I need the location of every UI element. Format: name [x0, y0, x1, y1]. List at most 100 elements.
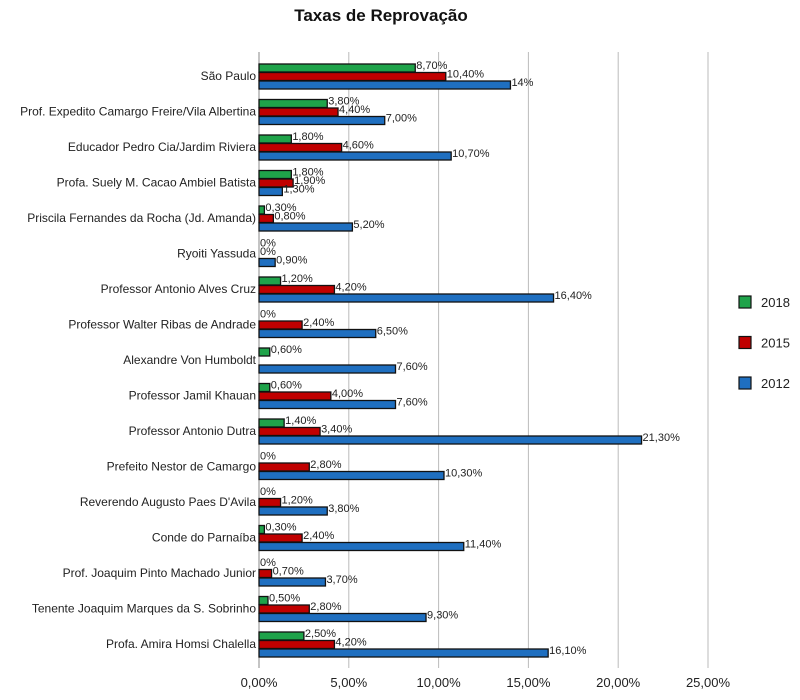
- bar-2018: [258, 63, 416, 73]
- bar-2015: [258, 604, 310, 614]
- category-group: Educador Pedro Cia/Jardim Riviera 1,80% 4,…: [68, 131, 490, 161]
- bar-2012: [258, 435, 643, 445]
- bar-2012: [258, 470, 445, 481]
- data-label-2015: 2,40%: [303, 317, 334, 329]
- x-tick-label: 0,00%: [241, 675, 278, 690]
- data-label-2015: 4,20%: [335, 282, 366, 294]
- category-group: Prof. Expedito Camargo Freire/Vila Alber…: [20, 96, 417, 126]
- data-label-2012: 9,30%: [427, 610, 458, 622]
- bar-2012: [258, 151, 452, 161]
- bar-2012: [258, 115, 386, 126]
- legend-item-2012: 2012: [738, 376, 790, 391]
- category-group: Profa. Suely M. Cacao Ambiel Batista 1,80…: [57, 167, 326, 197]
- legend-label: 2018: [761, 295, 790, 310]
- data-label-2012: 0,90%: [276, 255, 307, 267]
- legend-label: 2015: [761, 336, 790, 351]
- bar-2015: [258, 284, 336, 295]
- data-label-2018: 1,20%: [282, 273, 313, 285]
- data-label-2012: 10,30%: [445, 468, 483, 480]
- bar-2018: [258, 134, 292, 144]
- category-label: Prefeito Nestor de Camargo: [107, 460, 257, 474]
- data-label-2012: 5,20%: [353, 219, 384, 231]
- bar-2018: [258, 347, 271, 357]
- bar-2015: [258, 391, 332, 401]
- data-label-2015: 1,90%: [294, 175, 325, 187]
- bar-2012: [258, 364, 397, 374]
- bar-2015: [258, 639, 336, 650]
- bar-2018: [258, 98, 328, 109]
- data-label-2018: 1,80%: [292, 131, 323, 143]
- data-label-2012: 1,30%: [283, 184, 314, 196]
- data-label-2015: 2,80%: [310, 459, 341, 471]
- category-label: Professor Antonio Dutra: [129, 424, 257, 438]
- data-label-2015: 0%: [260, 246, 276, 258]
- data-label-2018: 0%: [260, 557, 276, 569]
- legend-item-2018: 2018: [738, 295, 790, 310]
- category-label: Prof. Joaquim Pinto Machado Junior: [63, 566, 256, 580]
- category-group: Ryoiti Yassuda 0%0%0,90%: [177, 238, 308, 268]
- bar-2018: [258, 169, 292, 180]
- bar-2012: [258, 506, 328, 516]
- bar-2015: [258, 142, 343, 153]
- category-label: Prof. Expedito Camargo Freire/Vila Alber…: [20, 105, 256, 119]
- bar-2015: [258, 107, 339, 117]
- data-label-2012: 10,70%: [452, 148, 490, 160]
- category-group: Alexandre Von Humboldt 0,60% 7,60%: [123, 344, 428, 374]
- bar-2018: [258, 382, 271, 393]
- category-group: Professor Antonio Alves Cruz 1,20% 4,20% 16…: [101, 273, 592, 303]
- data-label-2015: 3,40%: [321, 424, 352, 436]
- category-label: Educador Pedro Cia/Jardim Riviera: [68, 140, 256, 154]
- bar-2015: [258, 462, 310, 472]
- data-label-2012: 3,70%: [326, 574, 357, 586]
- category-label: Professor Walter Ribas de Andrade: [68, 318, 256, 332]
- x-tick-label: 10,00%: [417, 675, 462, 690]
- category-label: Professor Jamil Khauan: [129, 389, 256, 403]
- bar-2015: [258, 426, 321, 437]
- bar-2012: [258, 257, 276, 268]
- legend-swatch: [738, 335, 752, 350]
- bar-2018: [258, 205, 266, 215]
- bar-2015: [258, 71, 447, 82]
- data-label-2018: 0%: [260, 238, 276, 250]
- data-label-2012: 7,00%: [386, 113, 417, 125]
- category-label: Priscila Fernandes da Rocha (Jd. Amanda): [27, 211, 256, 225]
- category-group: Conde do Parnaíba 0,30% 2,40% 11,40%: [152, 522, 501, 552]
- category-label: Alexandre Von Humboldt: [123, 353, 256, 367]
- bar-2012: [258, 222, 354, 232]
- legend-item-2015: 2015: [738, 335, 790, 351]
- data-label-2018: 0%: [260, 486, 276, 498]
- bar-2012: [258, 541, 465, 552]
- data-label-2018: 0,30%: [265, 202, 296, 214]
- category-group: Priscila Fernandes da Rocha (Jd. Amanda)…: [27, 202, 385, 232]
- data-label-2015: 1,20%: [282, 495, 313, 507]
- bar-2012: [258, 293, 555, 303]
- bar-2018: [258, 524, 266, 535]
- data-label-2015: 2,40%: [303, 530, 334, 542]
- legend-swatch: [738, 295, 752, 309]
- bar-2012: [258, 80, 512, 90]
- data-label-2015: 4,20%: [335, 637, 366, 649]
- legend-swatch: [738, 376, 752, 390]
- x-tick-label: 20,00%: [596, 675, 641, 690]
- data-label-2015: 4,00%: [332, 388, 363, 400]
- data-label-2018: 0%: [260, 309, 276, 321]
- data-label-2018: 3,80%: [328, 96, 359, 108]
- data-label-2018: 2,50%: [305, 628, 336, 640]
- data-label-2018: 8,70%: [416, 60, 447, 72]
- data-label-2015: 0,70%: [273, 566, 304, 578]
- data-label-2012: 7,60%: [396, 361, 427, 373]
- bar-2012: [258, 612, 427, 623]
- bar-2012: [258, 399, 397, 410]
- category-group: Professor Jamil Khauan 0,60% 4,00% 7,60%: [129, 380, 428, 410]
- data-label-2018: 0,30%: [265, 522, 296, 534]
- bar-2012: [258, 328, 377, 339]
- data-label-2015: 4,40%: [339, 104, 370, 116]
- category-label: Profa. Suely M. Cacao Ambiel Batista: [57, 176, 257, 190]
- data-label-2018: 0,50%: [269, 593, 300, 605]
- data-label-2015: 0,80%: [274, 211, 305, 223]
- category-group: São Paulo 8,70%10,40% 14%: [201, 60, 534, 90]
- bar-2015: [258, 533, 303, 543]
- bar-2012: [258, 577, 327, 587]
